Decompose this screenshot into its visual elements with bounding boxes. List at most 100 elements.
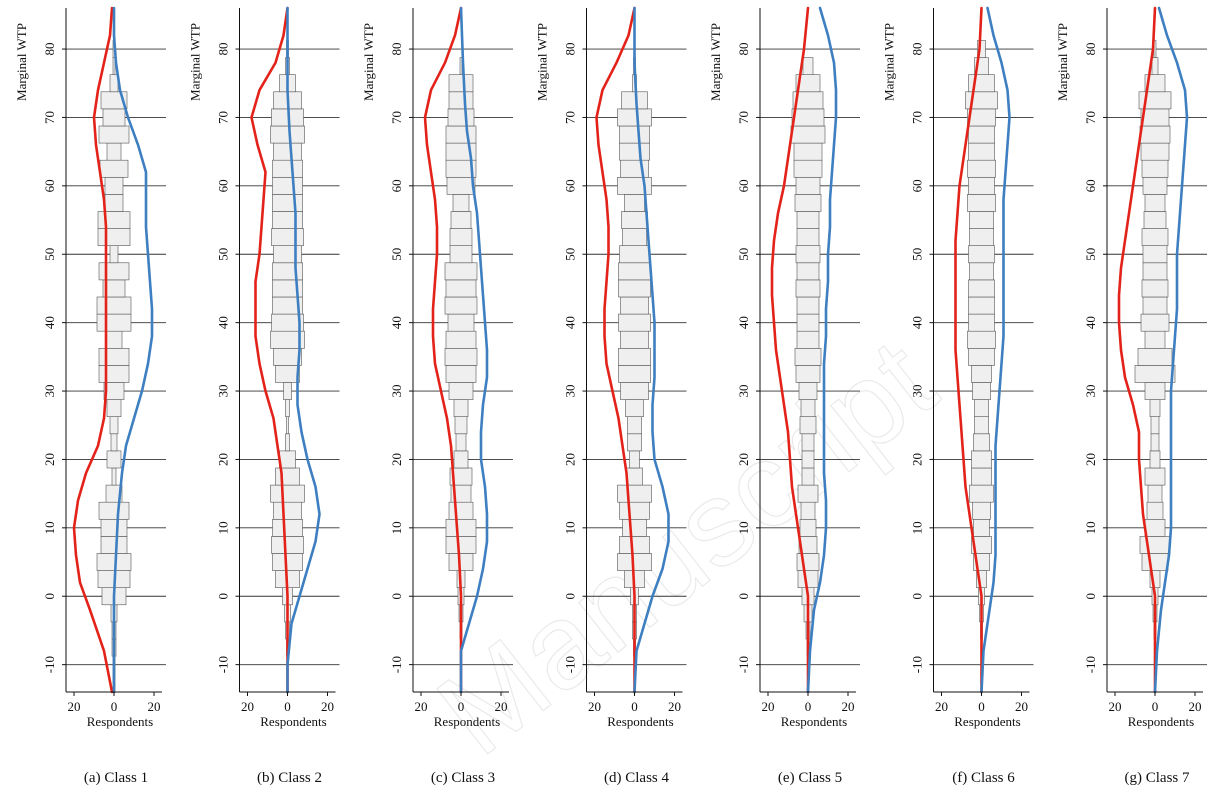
histogram-bar	[109, 74, 119, 93]
histogram-bar	[621, 91, 648, 110]
histogram-bar	[627, 416, 642, 435]
histogram-bar	[620, 296, 649, 315]
histogram-bar	[1141, 553, 1169, 571]
histogram-bar	[802, 57, 814, 75]
histogram-bar	[100, 536, 128, 554]
histogram-bar	[272, 211, 303, 229]
histogram-bar	[1139, 125, 1171, 144]
y-axis-title: Marginal WTP	[1055, 23, 1070, 101]
histogram-bar	[796, 296, 820, 315]
panel-caption: (d) Class 4	[604, 770, 669, 786]
y-tick-label: 0	[1083, 593, 1098, 600]
y-tick-label: 40	[389, 316, 404, 329]
y-tick-label: 30	[389, 385, 404, 398]
histogram-bar	[1144, 382, 1166, 400]
histogram-bar	[448, 74, 474, 93]
y-tick-label: 20	[736, 453, 751, 466]
histogram-bar	[272, 159, 303, 178]
histogram-bar	[795, 365, 821, 383]
histogram-bar	[1140, 142, 1170, 161]
x-tick-label: 20	[842, 699, 855, 714]
histogram-bar	[1134, 365, 1176, 383]
histogram-bar	[447, 313, 475, 332]
histogram-bar	[968, 347, 995, 366]
histogram-bar	[797, 570, 819, 588]
histogram-bar	[275, 365, 300, 383]
histogram-bar	[968, 176, 995, 195]
x-tick-label: 20	[935, 699, 948, 714]
histogram-bar	[1139, 536, 1171, 554]
y-tick-label: 70	[1083, 111, 1098, 124]
density-curve-blue	[633, 6, 670, 694]
density-curve-blue	[980, 6, 1011, 694]
histogram-bar	[618, 262, 651, 281]
histogram-bar	[1150, 416, 1160, 435]
x-tick-label: 20	[1109, 699, 1122, 714]
x-axis-title: Respondents	[260, 714, 326, 729]
histogram-bar	[1149, 399, 1161, 417]
y-tick-label: 80	[389, 43, 404, 56]
histogram-bar	[272, 194, 303, 212]
histogram-bar	[620, 330, 649, 349]
y-tick-label: -10	[216, 656, 231, 673]
density-curve-blue	[459, 6, 489, 694]
histogram-bar	[973, 433, 990, 452]
y-tick-label: 10	[389, 521, 404, 534]
y-tick-label: 20	[1083, 453, 1098, 466]
y-tick-label: -10	[42, 656, 57, 673]
y-tick-label: 20	[563, 453, 578, 466]
histogram-bar	[444, 262, 478, 281]
x-axis-title: Respondents	[87, 714, 153, 729]
y-tick-label: 10	[216, 521, 231, 534]
histogram-bar	[617, 108, 652, 127]
histogram-bar	[100, 518, 128, 537]
histogram-bar	[969, 228, 994, 246]
histogram-bar	[794, 194, 822, 212]
histogram-bar	[452, 194, 470, 212]
density-curve-blue	[286, 6, 321, 694]
y-tick-label: 10	[736, 521, 751, 534]
y-tick-label: 50	[910, 248, 925, 261]
histogram-bar	[617, 484, 652, 503]
histogram-bar	[106, 399, 122, 417]
histogram-bar	[275, 467, 300, 486]
panels: -10 0 10 20 30 40 50 60 70 80 Marginal WTP 20 0 20 Res…	[14, 6, 1207, 786]
x-tick-label: 20	[68, 699, 81, 714]
histogram-bar	[445, 125, 477, 144]
histogram-bar	[618, 279, 651, 298]
x-tick-label: 0	[978, 699, 985, 714]
y-axis-title: Marginal WTP	[361, 23, 376, 101]
histogram-bar	[445, 330, 477, 349]
histogram-bar	[624, 194, 645, 212]
histogram-bar	[283, 382, 292, 400]
x-tick-label: 20	[1189, 699, 1202, 714]
histogram-bar	[99, 159, 129, 178]
y-tick-label: 80	[736, 43, 751, 56]
histogram-bar	[444, 347, 478, 366]
histogram-bar	[618, 347, 651, 366]
y-tick-label: 60	[1083, 179, 1098, 192]
histogram-bar	[798, 382, 818, 400]
histogram-bar	[619, 142, 650, 161]
histogram-bar	[795, 245, 821, 264]
histogram-bar	[109, 245, 119, 264]
x-tick-label: 20	[762, 699, 775, 714]
y-tick-label: 30	[736, 385, 751, 398]
y-tick-label: 30	[216, 385, 231, 398]
histogram-bar	[102, 108, 126, 127]
y-tick-label: -10	[736, 656, 751, 673]
y-tick-label: 70	[910, 111, 925, 124]
histogram-bar	[1144, 467, 1166, 486]
histogram-bar	[445, 518, 477, 537]
y-tick-label: 10	[1083, 521, 1098, 534]
y-tick-label: 70	[389, 111, 404, 124]
histogram-bar	[1140, 108, 1170, 127]
histogram-bar	[98, 347, 130, 366]
histogram-bar	[273, 501, 302, 520]
histogram-bar	[620, 159, 649, 178]
y-tick-label: 30	[563, 385, 578, 398]
y-axis-title: Marginal WTP	[708, 23, 723, 101]
density-curve-red	[770, 6, 810, 694]
